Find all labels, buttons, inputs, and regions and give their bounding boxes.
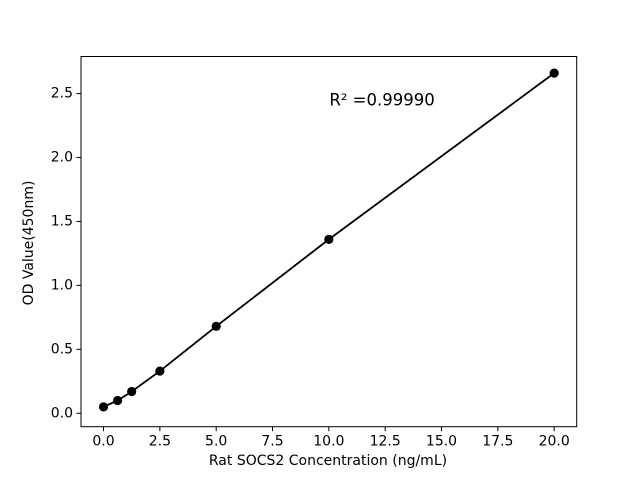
x-tick-label: 10.0 bbox=[313, 433, 344, 449]
data-point bbox=[155, 366, 165, 376]
data-point bbox=[549, 68, 559, 78]
x-tick-label: 5.0 bbox=[205, 433, 227, 449]
y-tick-label: 0.0 bbox=[51, 405, 73, 421]
data-point bbox=[324, 234, 334, 244]
y-tick-label: 0.5 bbox=[51, 341, 73, 357]
r-squared-annotation: R² =0.99990 bbox=[329, 90, 434, 109]
data-point bbox=[127, 386, 137, 397]
y-axis-label: OD Value(450nm) bbox=[21, 181, 37, 306]
x-tick-label: 7.5 bbox=[261, 433, 283, 449]
x-tick-label: 20.0 bbox=[539, 433, 570, 449]
x-tick-label: 0.0 bbox=[92, 433, 114, 449]
data-point bbox=[113, 395, 123, 406]
data-point bbox=[211, 321, 221, 331]
y-tick-label: 2.0 bbox=[51, 150, 73, 166]
x-tick-label: 12.5 bbox=[370, 433, 401, 449]
x-axis-label: Rat SOCS2 Concentration (ng/mL) bbox=[209, 453, 447, 469]
y-tick-label: 1.5 bbox=[51, 213, 73, 229]
x-tick-label: 15.0 bbox=[426, 433, 457, 449]
data-point bbox=[98, 402, 109, 412]
x-tick-label: 17.5 bbox=[482, 433, 513, 449]
y-tick-label: 1.0 bbox=[51, 277, 73, 293]
x-tick-label: 2.5 bbox=[149, 433, 171, 449]
y-tick-label: 2.5 bbox=[51, 86, 73, 102]
